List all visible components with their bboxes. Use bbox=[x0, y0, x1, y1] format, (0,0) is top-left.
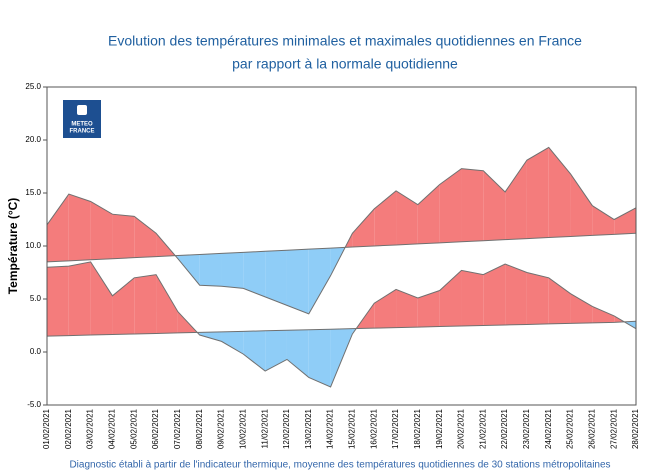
x-tick-label: 09/02/2021 bbox=[217, 408, 226, 449]
y-tick-label: 0.0 bbox=[30, 347, 42, 356]
y-tick-label: 25.0 bbox=[25, 82, 41, 91]
anomaly-fill bbox=[90, 261, 113, 336]
x-tick-label: 07/02/2021 bbox=[173, 408, 182, 449]
anomaly-fill bbox=[308, 248, 331, 314]
x-tick-label: 19/02/2021 bbox=[435, 408, 444, 449]
anomaly-fill bbox=[90, 201, 113, 260]
anomaly-fill bbox=[439, 168, 462, 243]
anomaly-fill bbox=[548, 147, 571, 238]
anomaly-fill bbox=[374, 289, 397, 329]
y-tick-label: 5.0 bbox=[30, 294, 42, 303]
x-tick-label: 26/02/2021 bbox=[587, 408, 596, 449]
anomaly-fill bbox=[134, 216, 157, 258]
anomaly-fill bbox=[570, 173, 593, 237]
x-tick-label: 04/02/2021 bbox=[108, 408, 117, 449]
y-tick-label: -5.0 bbox=[27, 400, 41, 409]
footnote: Diagnostic établi à partir de l'indicate… bbox=[69, 460, 610, 471]
anomaly-fill bbox=[548, 277, 571, 324]
anomaly-fill bbox=[68, 261, 91, 336]
x-tick-label: 14/02/2021 bbox=[326, 408, 335, 449]
x-tick-label: 28/02/2021 bbox=[631, 408, 640, 449]
anomaly-fill bbox=[47, 194, 69, 262]
anomaly-fill bbox=[112, 277, 135, 335]
x-tick-label: 24/02/2021 bbox=[544, 408, 553, 449]
anomaly-fill bbox=[439, 270, 462, 327]
anomaly-fill bbox=[570, 293, 593, 324]
anomaly-fill bbox=[243, 251, 266, 297]
anomaly-fill bbox=[308, 329, 331, 387]
anomaly-fill bbox=[286, 329, 309, 378]
x-tick-label: 12/02/2021 bbox=[282, 408, 291, 449]
anomaly-fill bbox=[265, 250, 287, 306]
anomaly-fill bbox=[199, 253, 222, 287]
anomaly-fill bbox=[526, 147, 549, 239]
anomaly-fill bbox=[417, 290, 440, 328]
y-tick-label: 10.0 bbox=[25, 241, 41, 250]
chart-title: Evolution des températures minimales et … bbox=[108, 33, 582, 49]
anomaly-fill bbox=[352, 208, 375, 248]
chart-title: par rapport à la normale quotidienne bbox=[232, 56, 458, 72]
anomaly-fill bbox=[221, 252, 244, 289]
anomaly-fill bbox=[505, 160, 527, 240]
x-tick-label: 17/02/2021 bbox=[391, 408, 400, 449]
temperature-line bbox=[46, 232, 637, 263]
anomaly-fill bbox=[526, 272, 549, 325]
anomaly-fill bbox=[286, 249, 309, 314]
anomaly-fill bbox=[68, 194, 91, 261]
anomaly-fill bbox=[199, 331, 222, 342]
anomaly-fill bbox=[112, 214, 135, 259]
anomaly-fill bbox=[177, 254, 200, 286]
x-tick-label: 15/02/2021 bbox=[348, 408, 357, 449]
x-tick-label: 20/02/2021 bbox=[457, 408, 466, 449]
logo-text: FRANCE bbox=[70, 129, 95, 135]
anomaly-fill bbox=[505, 264, 527, 325]
anomaly-fill bbox=[461, 168, 484, 242]
anomaly-fill bbox=[156, 274, 178, 334]
x-tick-label: 22/02/2021 bbox=[500, 408, 509, 449]
anomaly-fill bbox=[592, 205, 615, 236]
anomaly-fill bbox=[417, 184, 440, 244]
x-tick-label: 23/02/2021 bbox=[522, 408, 531, 449]
anomaly-fill bbox=[483, 170, 506, 241]
anomaly-fill bbox=[461, 270, 484, 327]
anomaly-fill bbox=[221, 331, 244, 355]
logo-icon bbox=[77, 105, 87, 115]
x-tick-label: 05/02/2021 bbox=[129, 408, 138, 449]
x-tick-label: 11/02/2021 bbox=[260, 408, 269, 448]
temperature-line bbox=[46, 146, 637, 315]
anomaly-fill bbox=[134, 274, 157, 334]
anomaly-fill bbox=[330, 328, 353, 387]
x-tick-label: 08/02/2021 bbox=[195, 408, 204, 449]
y-tick-label: 20.0 bbox=[25, 135, 41, 144]
anomaly-fill bbox=[396, 190, 418, 245]
temperature-line bbox=[46, 320, 637, 337]
temperature-line bbox=[46, 261, 637, 388]
anomaly-fill bbox=[47, 266, 69, 337]
x-tick-label: 21/02/2021 bbox=[478, 408, 487, 449]
anomaly-fill bbox=[265, 330, 287, 372]
logo-text: METEO bbox=[71, 122, 93, 128]
y-tick-label: 15.0 bbox=[25, 188, 41, 197]
x-tick-label: 03/02/2021 bbox=[86, 408, 95, 449]
anomaly-fill bbox=[592, 306, 615, 323]
anomaly-fill bbox=[396, 289, 418, 328]
x-tick-label: 02/02/2021 bbox=[64, 408, 73, 449]
y-axis-label: Température (°C) bbox=[6, 198, 20, 295]
anomaly-fill bbox=[614, 207, 636, 235]
x-tick-label: 27/02/2021 bbox=[609, 408, 618, 449]
x-tick-label: 25/02/2021 bbox=[566, 408, 575, 449]
x-tick-label: 01/02/2021 bbox=[42, 408, 51, 449]
x-tick-label: 10/02/2021 bbox=[238, 408, 247, 449]
anomaly-fill bbox=[374, 190, 397, 246]
x-tick-label: 13/02/2021 bbox=[304, 408, 313, 449]
anomaly-fill bbox=[243, 330, 266, 372]
anomaly-fill bbox=[483, 264, 506, 326]
x-tick-label: 06/02/2021 bbox=[151, 408, 160, 449]
x-tick-label: 18/02/2021 bbox=[413, 408, 422, 449]
x-tick-label: 16/02/2021 bbox=[369, 408, 378, 449]
